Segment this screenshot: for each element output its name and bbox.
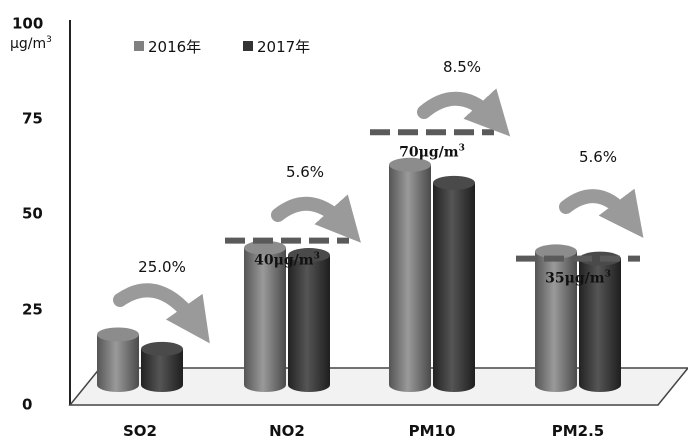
bar-2016 xyxy=(244,240,286,392)
chart-floor xyxy=(68,367,688,406)
legend-swatch-2017 xyxy=(243,41,253,51)
bar-2017 xyxy=(433,175,475,392)
category-label: NO2 xyxy=(269,422,305,440)
bar-2016 xyxy=(97,327,139,392)
y-axis-unit: μg/m3 xyxy=(10,35,52,52)
legend-swatch-2016 xyxy=(134,41,144,51)
change-label: 5.6% xyxy=(286,163,324,181)
change-label: 8.5% xyxy=(443,58,481,76)
limit-label: 40μg/m3 xyxy=(254,252,320,269)
legend: 2016年 2017年 xyxy=(134,38,310,56)
bar-2017 xyxy=(141,341,183,392)
decrease-arrow-no2 xyxy=(271,194,361,243)
legend-label-2016: 2016年 xyxy=(148,38,201,56)
category-label: PM10 xyxy=(409,422,456,440)
category-label: SO2 xyxy=(123,422,157,440)
category-label: PM2.5 xyxy=(552,422,605,440)
y-tick-label: 0 xyxy=(22,396,32,414)
limit-label: 70μg/m3 xyxy=(399,143,465,160)
y-tick-label: 100 xyxy=(12,15,43,33)
y-tick-label: 75 xyxy=(22,110,43,128)
bar-2017 xyxy=(288,248,330,392)
bar-2016 xyxy=(389,157,431,392)
y-tick-label: 25 xyxy=(22,301,43,319)
decrease-arrow-pm25 xyxy=(559,188,644,238)
y-tick-label: 50 xyxy=(22,205,43,223)
bar-2016 xyxy=(535,244,577,392)
limit-label: 35μg/m3 xyxy=(545,270,611,287)
decrease-arrow-pm10 xyxy=(417,88,511,137)
change-label: 25.0% xyxy=(138,258,186,276)
decrease-arrow-so2 xyxy=(113,283,210,344)
change-label: 5.6% xyxy=(579,148,617,166)
legend-label-2017: 2017年 xyxy=(257,38,310,56)
